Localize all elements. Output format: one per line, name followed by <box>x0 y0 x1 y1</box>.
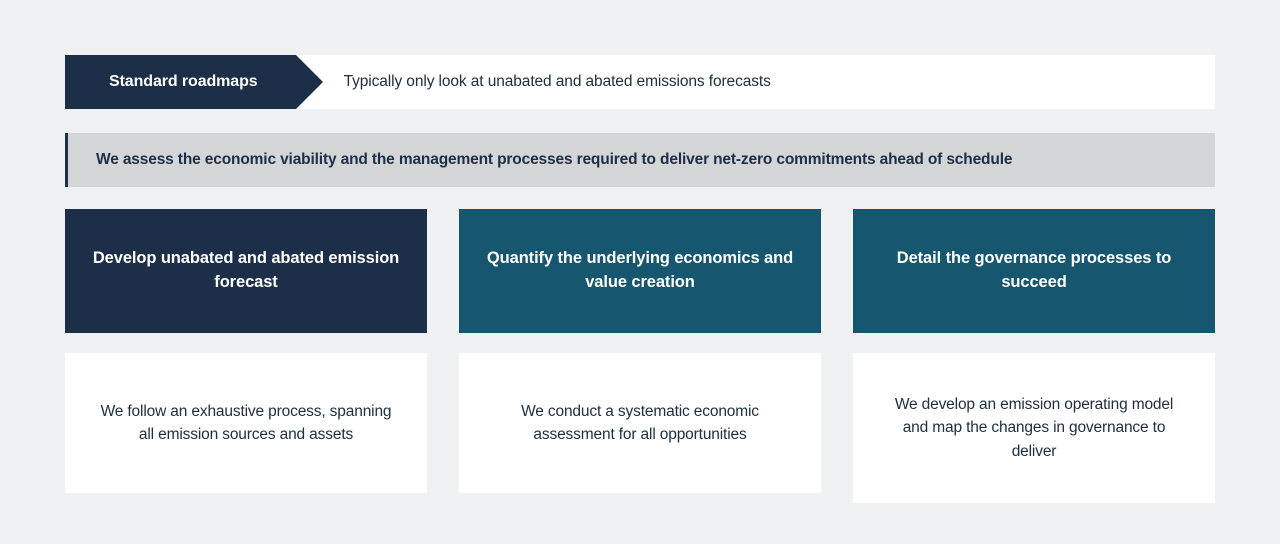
top-bar-description: Typically only look at unabated and abat… <box>296 55 1215 109</box>
columns-container: Develop unabated and abated emission for… <box>65 209 1215 503</box>
column-3: Detail the governance processes to succe… <box>853 209 1215 503</box>
callout-banner: We assess the economic viability and the… <box>65 133 1215 187</box>
top-bar: Standard roadmaps Typically only look at… <box>65 55 1215 109</box>
top-bar-tag: Standard roadmaps <box>65 55 296 109</box>
column-2: Quantify the underlying economics and va… <box>459 209 821 503</box>
column-2-heading: Quantify the underlying economics and va… <box>459 209 821 333</box>
top-bar-tag-label: Standard roadmaps <box>109 73 258 91</box>
column-1: Develop unabated and abated emission for… <box>65 209 427 503</box>
column-2-body: We conduct a systematic economic assessm… <box>459 353 821 493</box>
column-3-heading: Detail the governance processes to succe… <box>853 209 1215 333</box>
column-3-body: We develop an emission operating model a… <box>853 353 1215 503</box>
column-1-heading: Develop unabated and abated emission for… <box>65 209 427 333</box>
column-1-body: We follow an exhaustive process, spannin… <box>65 353 427 493</box>
